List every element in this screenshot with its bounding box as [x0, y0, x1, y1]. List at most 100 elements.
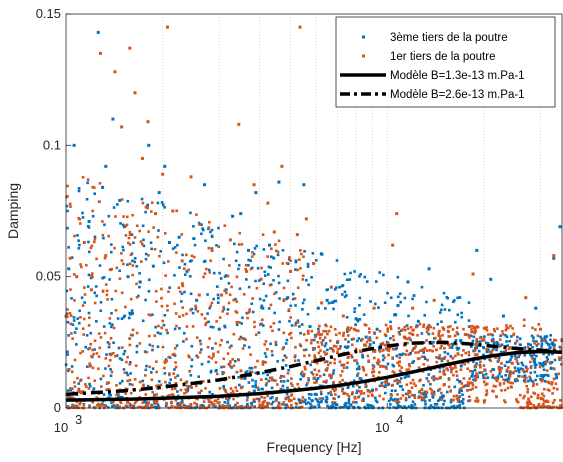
- noise-point: [187, 354, 190, 358]
- noise-point: [88, 384, 92, 388]
- noise-point: [409, 381, 413, 385]
- data-point: [510, 361, 514, 365]
- noise-point: [227, 396, 231, 400]
- noise-point: [546, 400, 550, 403]
- noise-point: [449, 370, 453, 374]
- noise-point: [235, 370, 239, 374]
- noise-point: [546, 357, 550, 361]
- noise-point: [129, 253, 133, 257]
- noise-point: [507, 377, 511, 381]
- noise-point: [440, 320, 443, 324]
- noise-point: [104, 367, 107, 370]
- noise-point: [299, 344, 303, 348]
- noise-point: [298, 258, 301, 261]
- noise-point: [212, 402, 216, 406]
- noise-point: [550, 382, 554, 386]
- noise-point: [72, 316, 76, 319]
- noise-point: [311, 373, 315, 376]
- noise-point: [212, 271, 216, 275]
- noise-point: [516, 362, 520, 366]
- noise-point: [290, 336, 293, 340]
- noise-point: [300, 252, 303, 256]
- noise-point: [190, 364, 193, 368]
- noise-point: [66, 350, 69, 354]
- noise-point: [557, 356, 561, 360]
- noise-point: [296, 382, 300, 386]
- noise-point: [295, 402, 299, 406]
- noise-point: [473, 331, 477, 335]
- data-point: [104, 164, 108, 168]
- noise-point: [218, 404, 221, 408]
- noise-point: [206, 312, 209, 315]
- noise-point: [175, 344, 179, 347]
- noise-point: [182, 340, 185, 343]
- noise-point: [366, 354, 370, 358]
- noise-point: [173, 347, 177, 350]
- noise-point: [249, 267, 253, 271]
- noise-point: [79, 391, 83, 395]
- noise-point: [333, 358, 337, 361]
- noise-point: [118, 357, 122, 360]
- noise-point: [87, 311, 91, 315]
- noise-point: [274, 399, 278, 402]
- noise-point: [212, 352, 215, 356]
- noise-point: [126, 199, 130, 203]
- noise-point: [386, 330, 390, 333]
- noise-point: [206, 293, 209, 296]
- noise-point: [139, 260, 143, 263]
- noise-point: [377, 306, 380, 309]
- data-point: [195, 298, 199, 302]
- noise-point: [370, 404, 374, 408]
- noise-point: [247, 258, 250, 262]
- noise-point: [233, 242, 236, 246]
- data-point: [372, 306, 376, 310]
- noise-point: [173, 302, 176, 306]
- noise-point: [153, 402, 156, 405]
- noise-point: [150, 210, 153, 213]
- noise-point: [422, 351, 425, 354]
- noise-point: [504, 349, 508, 352]
- noise-point: [161, 203, 165, 207]
- noise-point: [356, 362, 359, 365]
- noise-point: [93, 291, 97, 295]
- noise-point: [489, 333, 493, 336]
- noise-point: [253, 405, 256, 408]
- noise-point: [270, 376, 274, 380]
- noise-point: [405, 349, 409, 353]
- noise-point: [318, 324, 321, 328]
- noise-point: [396, 275, 400, 279]
- noise-point: [546, 405, 549, 408]
- noise-point: [427, 380, 430, 383]
- noise-point: [318, 333, 322, 337]
- noise-point: [286, 372, 290, 375]
- noise-point: [448, 365, 452, 369]
- noise-point: [541, 361, 545, 365]
- noise-point: [271, 396, 274, 399]
- noise-point: [403, 376, 407, 379]
- noise-point: [471, 383, 475, 387]
- noise-point: [129, 391, 133, 395]
- noise-point: [275, 383, 279, 386]
- noise-point: [85, 263, 88, 267]
- noise-point: [82, 333, 86, 336]
- noise-point: [522, 396, 525, 400]
- noise-point: [121, 245, 125, 249]
- noise-point: [509, 381, 512, 385]
- noise-point: [134, 400, 138, 403]
- noise-point: [189, 292, 193, 296]
- data-point: [177, 235, 181, 239]
- noise-point: [432, 375, 436, 378]
- noise-point: [227, 282, 231, 285]
- noise-point: [317, 369, 321, 373]
- noise-point: [289, 259, 292, 263]
- noise-point: [113, 246, 116, 250]
- noise-point: [377, 371, 381, 374]
- noise-point: [210, 401, 214, 405]
- noise-point: [515, 377, 518, 381]
- noise-point: [207, 400, 211, 404]
- noise-point: [248, 366, 252, 370]
- noise-point: [129, 297, 133, 301]
- noise-point: [454, 366, 457, 369]
- noise-point: [310, 276, 313, 279]
- noise-point: [75, 343, 78, 346]
